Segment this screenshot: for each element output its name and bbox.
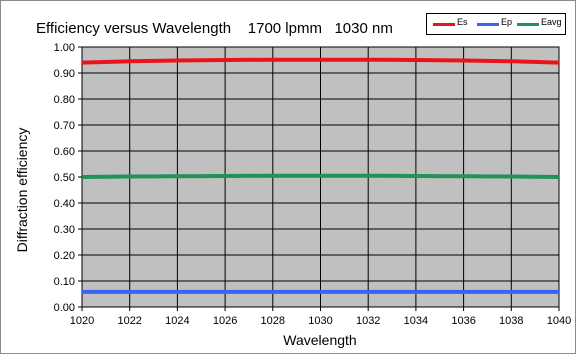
chart-title: Efficiency versus Wavelength 1700 lpmm 1… — [36, 20, 393, 37]
x-tick-label: 1028 — [261, 315, 285, 327]
x-axis-label: Wavelength — [283, 332, 357, 348]
y-tick-label: 0.80 — [54, 94, 75, 106]
y-tick-label: 0.30 — [54, 224, 75, 236]
legend: Es Ep Eavg — [426, 13, 566, 35]
y-tick-label: 0.20 — [54, 250, 75, 262]
series-line-es — [81, 57, 560, 65]
y-tick-label: 1.00 — [54, 42, 75, 54]
x-tick-label: 1038 — [499, 315, 523, 327]
y-tick-label: 0.40 — [54, 198, 75, 210]
x-tick-label: 1020 — [70, 315, 94, 327]
y-tick-label: 0.50 — [54, 172, 75, 184]
legend-swatch-eavg — [517, 23, 539, 26]
x-tick-label: 1030 — [308, 315, 332, 327]
x-tick-label: 1032 — [356, 315, 380, 327]
x-tick-label: 1024 — [165, 315, 189, 327]
legend-label-eavg: Eavg — [541, 17, 562, 27]
legend-swatch-es — [433, 23, 455, 26]
y-tick-label: 0.10 — [54, 276, 75, 288]
x-tick-label: 1034 — [404, 315, 428, 327]
x-tick-label: 1036 — [451, 315, 475, 327]
y-axis-label: Diffraction efficiency — [14, 127, 30, 253]
x-tick-label: 1026 — [213, 315, 237, 327]
legend-swatch-ep — [477, 23, 499, 26]
x-tick-label: 1040 — [547, 315, 571, 327]
x-tick-label: 1022 — [117, 315, 141, 327]
series-line-eavg — [81, 173, 560, 179]
legend-label-es: Es — [457, 17, 468, 27]
y-tick-label: 0.70 — [54, 120, 75, 132]
y-tick-label: 0.60 — [54, 146, 75, 158]
y-tick-label: 0.90 — [54, 68, 75, 80]
legend-label-ep: Ep — [501, 17, 513, 27]
y-tick-label: 0.00 — [54, 302, 75, 314]
